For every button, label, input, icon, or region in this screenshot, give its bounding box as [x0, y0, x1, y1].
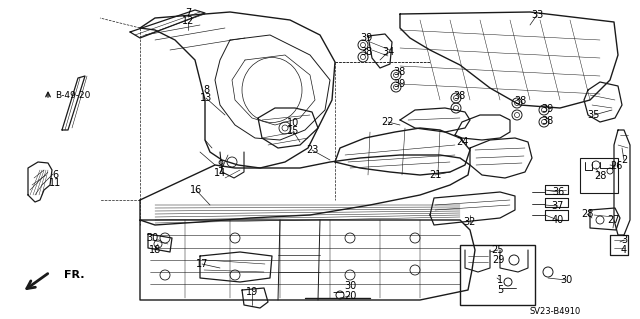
Text: 24: 24 [456, 137, 468, 147]
Text: 12: 12 [182, 16, 194, 26]
Text: 15: 15 [287, 126, 299, 136]
Text: 28: 28 [594, 171, 606, 181]
Text: 19: 19 [246, 287, 258, 297]
Text: 6: 6 [52, 170, 58, 180]
Text: 10: 10 [287, 118, 299, 128]
Text: 39: 39 [393, 79, 405, 89]
Text: 23: 23 [306, 145, 318, 155]
Text: 40: 40 [552, 215, 564, 225]
Text: 38: 38 [541, 116, 553, 126]
Text: 18: 18 [149, 245, 161, 255]
Text: 38: 38 [514, 96, 526, 106]
Text: 8: 8 [203, 85, 209, 95]
Text: 39: 39 [360, 33, 372, 43]
Text: 16: 16 [190, 185, 202, 195]
Text: 36: 36 [552, 187, 564, 197]
Text: 26: 26 [610, 161, 622, 171]
Text: 38: 38 [360, 47, 372, 57]
Text: 9: 9 [217, 160, 223, 170]
Text: 5: 5 [497, 285, 503, 295]
Text: 39: 39 [541, 104, 553, 114]
Text: 38: 38 [453, 91, 465, 101]
Text: 30: 30 [344, 281, 356, 291]
Text: 13: 13 [200, 93, 212, 103]
Text: 4: 4 [621, 245, 627, 255]
Text: 3: 3 [621, 235, 627, 245]
Text: 17: 17 [196, 259, 208, 269]
Text: 34: 34 [382, 47, 394, 57]
Text: 25: 25 [492, 245, 504, 255]
Text: 28: 28 [581, 209, 593, 219]
Text: 35: 35 [588, 110, 600, 120]
Text: 11: 11 [49, 178, 61, 188]
Text: 22: 22 [381, 117, 394, 127]
Text: 29: 29 [492, 255, 504, 265]
Text: 32: 32 [464, 217, 476, 227]
Text: SV23-B4910: SV23-B4910 [529, 308, 580, 316]
Text: 7: 7 [185, 8, 191, 18]
Text: FR.: FR. [64, 270, 84, 280]
Text: 2: 2 [621, 155, 627, 165]
Text: 1: 1 [497, 275, 503, 285]
Text: —: — [332, 287, 344, 297]
Text: 14: 14 [214, 168, 226, 178]
Bar [580, 158, 618, 193]
Text: 38: 38 [393, 67, 405, 77]
Text: 33: 33 [531, 10, 543, 20]
Text: 21: 21 [429, 170, 441, 180]
Text: 30: 30 [146, 233, 158, 243]
Text: 37: 37 [552, 201, 564, 211]
Text: 27: 27 [608, 215, 620, 225]
Text: 20: 20 [344, 291, 356, 301]
Bar [460, 245, 535, 305]
Text: B-49-20: B-49-20 [55, 91, 90, 100]
Text: 30: 30 [560, 275, 572, 285]
